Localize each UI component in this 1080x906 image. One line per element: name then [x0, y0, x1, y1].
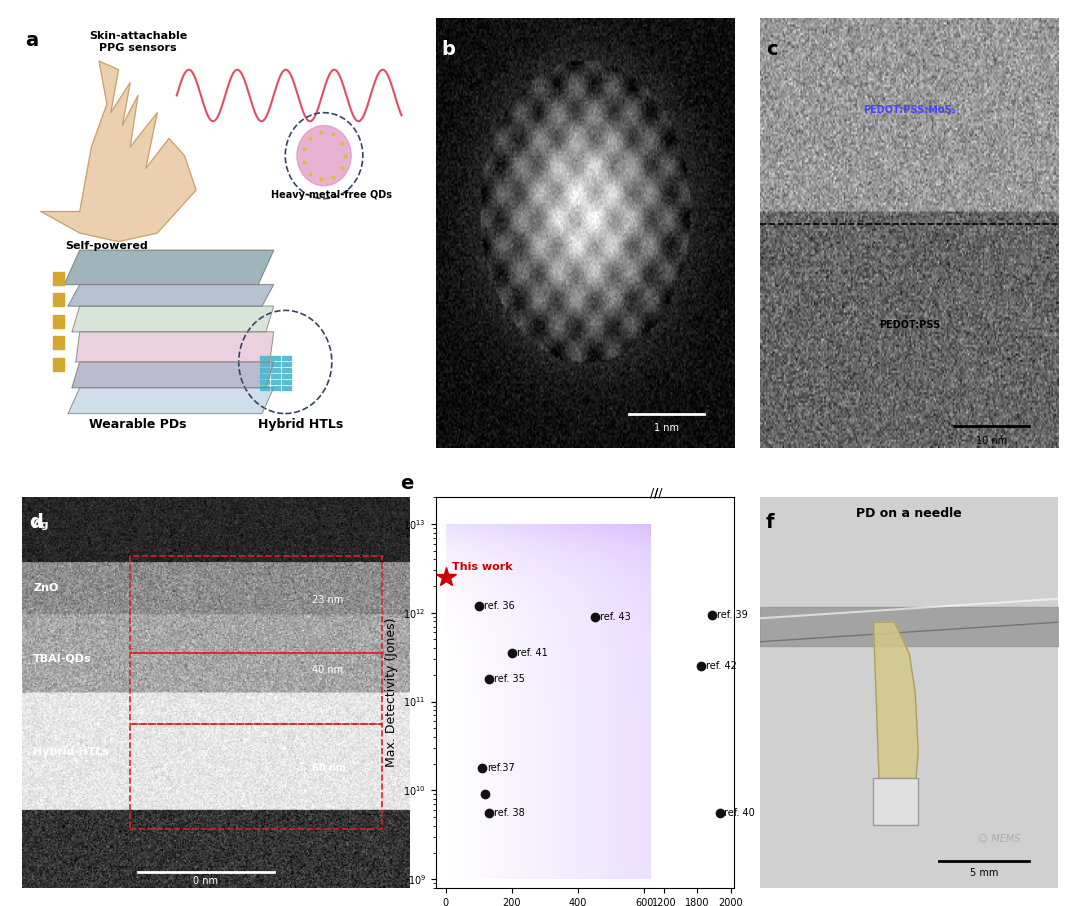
Text: d: d	[29, 513, 43, 532]
Text: Hybrid HTLs: Hybrid HTLs	[258, 418, 343, 430]
Text: ref. 40: ref. 40	[725, 808, 755, 818]
Bar	[53, 336, 64, 349]
Bar	[53, 294, 64, 306]
Text: 23 nm: 23 nm	[312, 594, 343, 604]
Text: c: c	[766, 40, 778, 59]
Text: ref. 35: ref. 35	[494, 674, 525, 684]
Text: ref. 41: ref. 41	[517, 649, 548, 659]
Text: 1 nm: 1 nm	[654, 423, 679, 433]
Text: ref. 42: ref. 42	[706, 661, 737, 671]
Text: PEDOT:PSS: PEDOT:PSS	[879, 320, 940, 330]
Text: e: e	[400, 474, 414, 493]
Text: TBAI-QDs: TBAI-QDs	[33, 653, 92, 663]
Bar	[131, 653, 382, 724]
Text: Skin-attachable
PPG sensors: Skin-attachable PPG sensors	[89, 31, 187, 53]
Text: 60 nm: 60 nm	[312, 763, 347, 773]
Text: 5 mm: 5 mm	[970, 868, 998, 878]
Text: 40 nm: 40 nm	[312, 665, 343, 675]
Circle shape	[297, 126, 351, 186]
Text: a: a	[26, 31, 39, 50]
Polygon shape	[68, 388, 273, 413]
Polygon shape	[72, 362, 273, 388]
Text: Self-powered: Self-powered	[66, 241, 148, 251]
Polygon shape	[72, 306, 273, 332]
Text: ☺ MEMS: ☺ MEMS	[977, 833, 1020, 843]
Text: ref.37: ref.37	[487, 763, 515, 773]
Text: PD on a needle: PD on a needle	[856, 506, 962, 520]
Y-axis label: Max. Detectivity (Jones): Max. Detectivity (Jones)	[384, 618, 397, 767]
Polygon shape	[76, 332, 273, 362]
Bar	[53, 314, 64, 328]
Text: 10 nm: 10 nm	[975, 436, 1007, 446]
Text: ZnO: ZnO	[33, 583, 58, 593]
Polygon shape	[64, 250, 273, 284]
Text: PEDOT:PSS:MoS₂: PEDOT:PSS:MoS₂	[863, 105, 956, 115]
Text: ref. 36: ref. 36	[484, 601, 514, 611]
Text: ref. 39: ref. 39	[717, 610, 747, 620]
Text: Ag: Ag	[33, 520, 50, 530]
FancyBboxPatch shape	[33, 31, 397, 435]
Text: ref. 43: ref. 43	[599, 612, 631, 622]
Text: This work: This work	[453, 563, 513, 573]
Text: b: b	[442, 40, 456, 59]
Polygon shape	[68, 284, 273, 306]
Text: 0 nm: 0 nm	[193, 876, 218, 886]
Text: Heavy-metal-free QDs: Heavy-metal-free QDs	[271, 190, 392, 200]
Polygon shape	[41, 61, 197, 242]
Text: Wearable PDs: Wearable PDs	[90, 418, 187, 430]
Text: ref. 38: ref. 38	[494, 808, 525, 818]
Bar	[874, 778, 918, 825]
Bar	[131, 724, 382, 829]
Polygon shape	[874, 622, 918, 802]
Bar	[53, 358, 64, 371]
Bar	[131, 555, 382, 653]
Text: f: f	[766, 513, 774, 532]
Text: //: //	[654, 487, 663, 500]
Text: Hybrid HTLs: Hybrid HTLs	[33, 747, 109, 757]
Text: //: //	[650, 487, 659, 500]
Bar	[53, 272, 64, 284]
